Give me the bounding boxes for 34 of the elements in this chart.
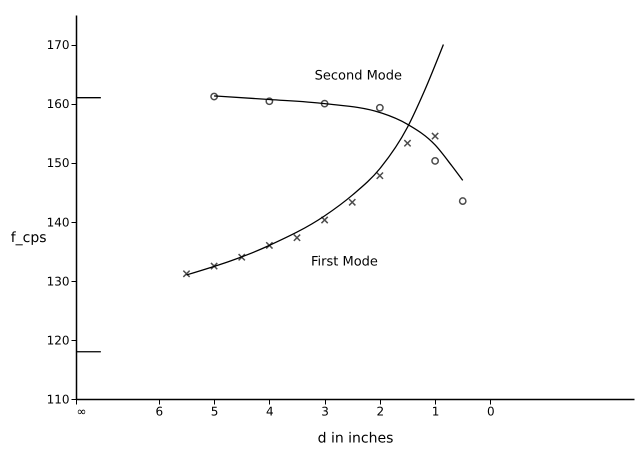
x-tick-label: 1 bbox=[432, 404, 440, 418]
point bbox=[348, 198, 356, 206]
y-tick-label: 140 bbox=[46, 215, 70, 230]
point bbox=[265, 241, 274, 250]
point bbox=[376, 104, 384, 112]
point bbox=[320, 216, 329, 224]
point bbox=[265, 97, 274, 106]
point bbox=[458, 197, 467, 205]
y-tick-label: 130 bbox=[46, 274, 70, 288]
point bbox=[431, 132, 440, 140]
x-tick-label: 4 bbox=[266, 404, 274, 418]
x-tick-label: 0 bbox=[487, 404, 495, 418]
y-tick-label: 150 bbox=[46, 156, 70, 170]
y-tick-label: 160 bbox=[46, 97, 70, 112]
annotation: Second Mode bbox=[314, 68, 402, 84]
point bbox=[320, 100, 329, 108]
y-tick-label: 110 bbox=[46, 392, 70, 406]
x-axis-title: d in inches bbox=[318, 430, 394, 446]
point bbox=[376, 172, 384, 180]
x-tick-label: 5 bbox=[210, 404, 218, 418]
x-tick-label: ∞ bbox=[76, 404, 86, 418]
x-tick-label: 3 bbox=[321, 404, 329, 418]
y-tick-label: 120 bbox=[46, 333, 70, 348]
y-axis-title: f_cps bbox=[10, 230, 46, 246]
point bbox=[404, 139, 412, 148]
point bbox=[431, 157, 440, 165]
y-tick-label: 170 bbox=[46, 38, 70, 52]
point bbox=[182, 270, 190, 278]
point bbox=[293, 234, 301, 242]
x-tick-label: 6 bbox=[156, 404, 164, 418]
x-tick-label: 2 bbox=[376, 404, 384, 418]
point bbox=[210, 262, 218, 270]
point bbox=[238, 253, 246, 262]
annotation: First Mode bbox=[310, 254, 378, 270]
